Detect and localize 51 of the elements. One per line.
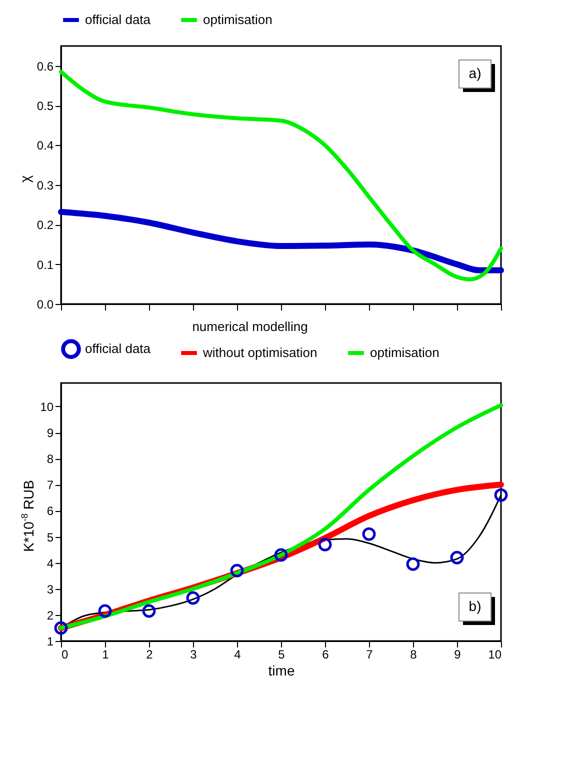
x-tick-label: 0	[62, 648, 68, 662]
x-axis-title: time	[268, 662, 295, 678]
annotation: b)	[468, 598, 482, 614]
y-tick-label: 3	[46, 582, 54, 596]
point	[142, 604, 156, 618]
x-tick-label: 9	[454, 648, 462, 662]
point	[98, 604, 112, 618]
y-tick-label: 0.1	[36, 258, 54, 272]
x-tick-label: 8	[410, 648, 418, 662]
y-tick-label: 0.5	[36, 99, 54, 114]
y-tick-label: 8	[46, 452, 54, 466]
point	[274, 548, 288, 562]
line-series	[59, 70, 503, 282]
annotation: a)	[468, 65, 482, 81]
x-tick-label: 2	[146, 648, 154, 662]
point	[362, 527, 376, 541]
y-tick-label: 0.2	[36, 218, 54, 232]
point	[406, 557, 420, 571]
y-tick-label: 2	[46, 608, 54, 622]
legend-title: numerical modelling	[192, 319, 308, 334]
legend-label: optimisation	[370, 345, 440, 360]
point	[450, 550, 464, 564]
x-tick-label: 7	[366, 648, 374, 662]
y-tick-label: 6	[46, 504, 54, 518]
point	[318, 538, 332, 552]
x-tick-label: 3	[190, 648, 198, 662]
y-tick-label: 0.3	[36, 178, 54, 192]
y-tick-label: 10	[40, 400, 54, 414]
point	[494, 488, 508, 502]
y-tick-label: 5	[46, 530, 54, 544]
y-tick-label: 0.6	[36, 59, 54, 74]
x-tick-label: 6	[322, 648, 330, 662]
x-tick-label: 4	[234, 648, 242, 662]
y-axis-title: χ	[16, 175, 33, 183]
y-tick-label: 1	[46, 634, 54, 648]
y-tick-label: 9	[46, 426, 54, 440]
x-tick-label: 5	[278, 648, 286, 662]
legend-label: official data	[85, 12, 152, 27]
line-series	[59, 403, 503, 630]
legend-label: official data	[85, 341, 152, 356]
x-tick-label: 10	[488, 648, 502, 662]
x-tick-label: 1	[102, 648, 110, 662]
point	[54, 621, 68, 635]
point	[230, 564, 244, 578]
legend-label: without optimisation	[202, 345, 318, 360]
y-tick-label: 4	[46, 556, 54, 570]
point	[186, 591, 200, 605]
y-tick-label: 0.0	[36, 298, 54, 312]
y-tick-label: 7	[46, 478, 54, 492]
legend-label: optimisation	[203, 12, 272, 27]
y-tick-label: 0.4	[36, 138, 54, 153]
